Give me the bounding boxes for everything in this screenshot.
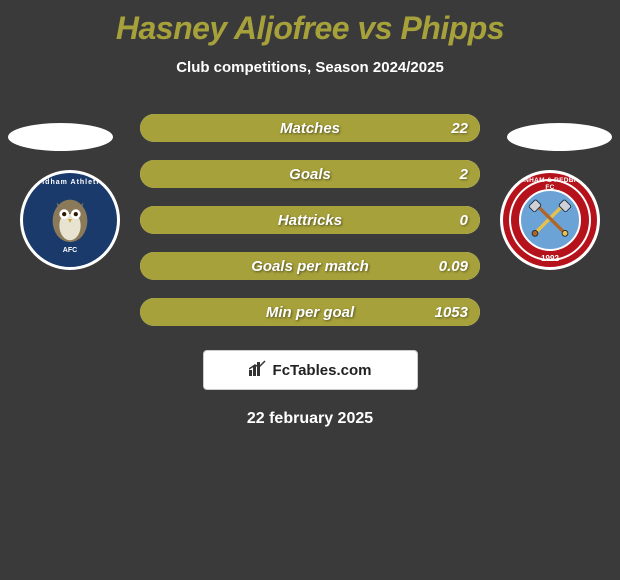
stat-label: Goals per match: [251, 258, 369, 275]
stat-label: Matches: [280, 120, 340, 137]
stat-label: Hattricks: [278, 212, 342, 229]
stats-container: Matches 22 Goals 2 Hattricks 0 Goals per…: [140, 114, 480, 326]
club-left-name-bottom: AFC: [29, 247, 111, 261]
brand-text: FcTables.com: [273, 362, 372, 379]
stat-label: Goals: [289, 166, 331, 183]
stat-right-value: 0: [460, 212, 468, 229]
season-subtitle: Club competitions, Season 2024/2025: [176, 59, 444, 76]
stat-row: Matches 22: [140, 114, 480, 142]
stat-right-value: 2: [460, 166, 468, 183]
club-right-year: 1992: [503, 254, 597, 263]
stat-right-value: 0.09: [439, 258, 468, 275]
stat-row: Hattricks 0: [140, 206, 480, 234]
player-left-avatar: [8, 123, 113, 151]
infographic-date: 22 february 2025: [247, 410, 373, 428]
stat-label: Min per goal: [266, 304, 354, 321]
fctables-link[interactable]: FcTables.com: [203, 350, 418, 390]
stat-right-value: 22: [451, 120, 468, 137]
club-badge-left: Oldham Athletic AFC: [20, 170, 120, 270]
page-title: Hasney Aljofree vs Phipps: [116, 10, 504, 47]
player-right-avatar: [507, 123, 612, 151]
stat-row: Min per goal 1053: [140, 298, 480, 326]
bar-chart-icon: [249, 360, 267, 381]
owl-icon: [41, 189, 99, 247]
stat-row: Goals per match 0.09: [140, 252, 480, 280]
stat-right-value: 1053: [435, 304, 468, 321]
club-badge-right: DAGENHAM & REDBRIDGE FC 1992: [500, 170, 600, 270]
hammers-icon: [519, 189, 581, 251]
stat-row: Goals 2: [140, 160, 480, 188]
